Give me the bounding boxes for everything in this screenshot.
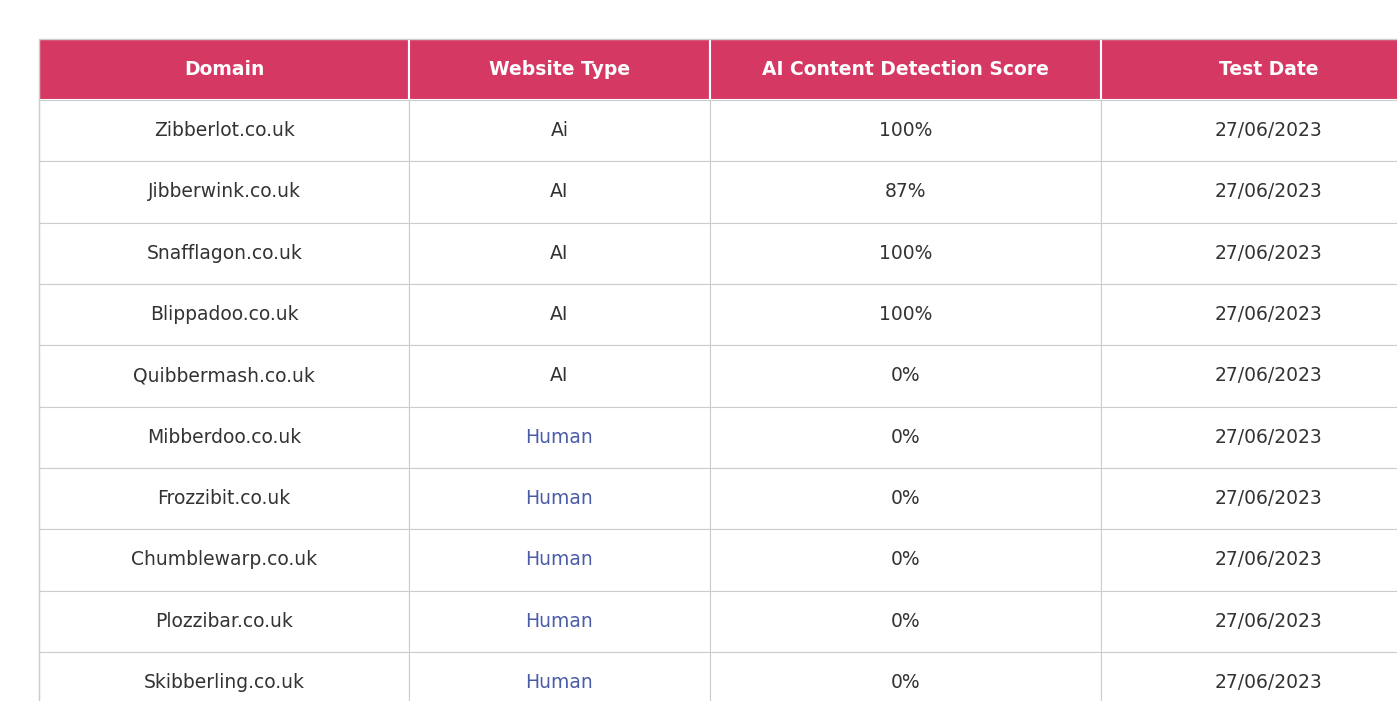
Text: Frozzibit.co.uk: Frozzibit.co.uk <box>158 489 291 508</box>
Bar <box>39 652 409 701</box>
Text: AI: AI <box>550 244 569 263</box>
Text: 100%: 100% <box>879 305 932 324</box>
Bar <box>1101 284 1397 346</box>
Text: AI: AI <box>550 367 569 386</box>
Text: Domain: Domain <box>184 60 264 79</box>
Bar <box>409 100 710 161</box>
Text: Quibbermash.co.uk: Quibbermash.co.uk <box>133 367 316 386</box>
Bar <box>39 407 409 468</box>
Text: Plozzibar.co.uk: Plozzibar.co.uk <box>155 612 293 631</box>
Text: Human: Human <box>525 428 594 447</box>
Bar <box>39 529 409 590</box>
Text: AI: AI <box>550 305 569 324</box>
Bar <box>1101 346 1397 407</box>
Bar <box>39 100 409 161</box>
Text: Chumblewarp.co.uk: Chumblewarp.co.uk <box>131 550 317 569</box>
Bar <box>409 161 710 223</box>
Text: Jibberwink.co.uk: Jibberwink.co.uk <box>148 182 300 201</box>
Text: 100%: 100% <box>879 244 932 263</box>
Text: 0%: 0% <box>890 367 921 386</box>
Text: Blippadoo.co.uk: Blippadoo.co.uk <box>149 305 299 324</box>
Text: 0%: 0% <box>890 673 921 692</box>
Text: Website Type: Website Type <box>489 60 630 79</box>
Text: Skibberling.co.uk: Skibberling.co.uk <box>144 673 305 692</box>
Bar <box>1101 100 1397 161</box>
Bar <box>710 346 1101 407</box>
Bar <box>1101 590 1397 652</box>
Text: 27/06/2023: 27/06/2023 <box>1214 305 1323 324</box>
Bar <box>409 652 710 701</box>
Bar <box>409 346 710 407</box>
Bar <box>409 407 710 468</box>
Bar <box>39 223 409 284</box>
Text: Mibberdoo.co.uk: Mibberdoo.co.uk <box>147 428 302 447</box>
Text: Human: Human <box>525 550 594 569</box>
Bar <box>409 284 710 346</box>
Text: Human: Human <box>525 612 594 631</box>
Text: Human: Human <box>525 489 594 508</box>
Bar <box>710 468 1101 529</box>
Bar <box>710 39 1101 100</box>
Text: Human: Human <box>525 673 594 692</box>
Text: 0%: 0% <box>890 428 921 447</box>
Bar <box>39 39 409 100</box>
Bar <box>1101 161 1397 223</box>
Text: 27/06/2023: 27/06/2023 <box>1214 489 1323 508</box>
Text: AI Content Detection Score: AI Content Detection Score <box>761 60 1049 79</box>
Bar <box>710 652 1101 701</box>
Bar <box>39 590 409 652</box>
Bar <box>1101 407 1397 468</box>
Bar <box>710 529 1101 590</box>
Text: 87%: 87% <box>884 182 926 201</box>
Bar <box>710 100 1101 161</box>
Bar <box>710 590 1101 652</box>
Text: 27/06/2023: 27/06/2023 <box>1214 428 1323 447</box>
Text: AI: AI <box>550 182 569 201</box>
Bar <box>39 346 409 407</box>
Text: 27/06/2023: 27/06/2023 <box>1214 673 1323 692</box>
Text: Test Date: Test Date <box>1218 60 1319 79</box>
Text: Snafflagon.co.uk: Snafflagon.co.uk <box>147 244 302 263</box>
Text: 27/06/2023: 27/06/2023 <box>1214 182 1323 201</box>
Bar <box>409 468 710 529</box>
Bar <box>710 161 1101 223</box>
Bar <box>1101 529 1397 590</box>
Bar <box>409 223 710 284</box>
Bar <box>710 284 1101 346</box>
Bar <box>710 407 1101 468</box>
Text: Ai: Ai <box>550 121 569 140</box>
Text: 0%: 0% <box>890 612 921 631</box>
Bar <box>409 529 710 590</box>
Bar <box>1101 223 1397 284</box>
Text: 27/06/2023: 27/06/2023 <box>1214 121 1323 140</box>
Text: 100%: 100% <box>879 121 932 140</box>
Text: 27/06/2023: 27/06/2023 <box>1214 612 1323 631</box>
Bar <box>1101 652 1397 701</box>
Text: Zibberlot.co.uk: Zibberlot.co.uk <box>154 121 295 140</box>
Bar <box>1101 468 1397 529</box>
Bar <box>409 39 710 100</box>
Bar <box>39 284 409 346</box>
Text: 27/06/2023: 27/06/2023 <box>1214 550 1323 569</box>
Bar <box>39 161 409 223</box>
Bar <box>409 590 710 652</box>
Text: 0%: 0% <box>890 489 921 508</box>
Bar <box>710 223 1101 284</box>
Text: 0%: 0% <box>890 550 921 569</box>
Text: 27/06/2023: 27/06/2023 <box>1214 367 1323 386</box>
Text: 27/06/2023: 27/06/2023 <box>1214 244 1323 263</box>
Bar <box>39 468 409 529</box>
Bar <box>1101 39 1397 100</box>
